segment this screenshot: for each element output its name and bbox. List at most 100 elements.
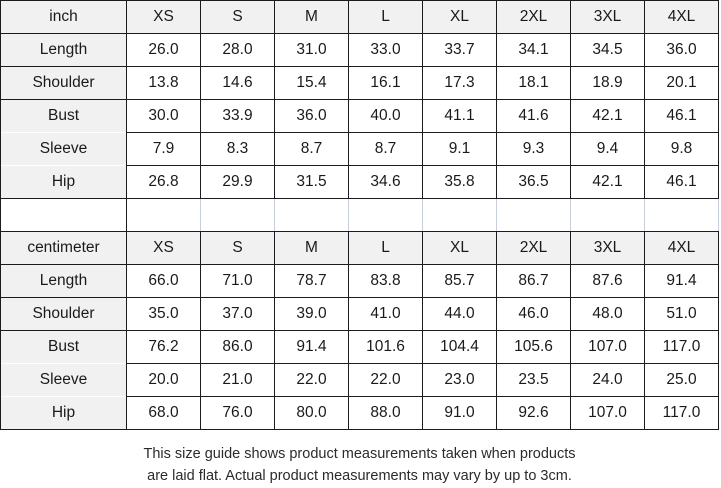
measurement-cell-bust-2xl: 105.6 — [496, 330, 571, 364]
measurement-cell-bust-xs: 30.0 — [126, 99, 201, 133]
measurement-cell-bust-4xl: 117.0 — [644, 330, 719, 364]
measurement-cell-sleeve-m: 22.0 — [274, 363, 349, 397]
measurement-cell-shoulder-xl: 17.3 — [422, 66, 497, 100]
row-label-shoulder: Shoulder — [0, 297, 127, 331]
measurement-cell-bust-l: 40.0 — [348, 99, 423, 133]
measurement-cell-bust-3xl: 107.0 — [570, 330, 645, 364]
size-header-3xl: 3XL — [570, 231, 645, 265]
measurement-cell-sleeve-3xl: 9.4 — [570, 132, 645, 166]
table-spacer-row — [0, 198, 719, 232]
size-header-m: M — [274, 0, 349, 34]
measurement-cell-length-3xl: 34.5 — [570, 33, 645, 67]
measurement-cell-shoulder-m: 15.4 — [274, 66, 349, 100]
measurement-cell-hip-3xl: 42.1 — [570, 165, 645, 199]
spacer-cell — [200, 198, 275, 232]
measurement-cell-hip-xl: 91.0 — [422, 396, 497, 430]
unit-label-cell: centimeter — [0, 231, 127, 265]
measurement-cell-length-s: 28.0 — [200, 33, 275, 67]
measurement-cell-length-xl: 85.7 — [422, 264, 497, 298]
table-header-row: centimeter XS S M L XL 2XL 3XL 4XL — [0, 231, 719, 265]
measurement-cell-hip-l: 34.6 — [348, 165, 423, 199]
size-header-xl: XL — [422, 231, 497, 265]
measurement-cell-hip-4xl: 117.0 — [644, 396, 719, 430]
measurement-cell-hip-m: 80.0 — [274, 396, 349, 430]
measurement-cell-hip-xl: 35.8 — [422, 165, 497, 199]
measurement-row: Length 66.0 71.0 78.7 83.8 85.7 86.7 87.6 91.4 — [0, 264, 719, 298]
measurement-cell-length-m: 31.0 — [274, 33, 349, 67]
measurement-cell-bust-s: 86.0 — [200, 330, 275, 364]
row-label-hip: Hip — [0, 165, 127, 199]
row-label-length: Length — [0, 33, 127, 67]
measurement-cell-hip-s: 29.9 — [200, 165, 275, 199]
size-header-s: S — [200, 0, 275, 34]
measurement-row: Hip 68.0 76.0 80.0 88.0 91.0 92.6 107.0 117.0 — [0, 396, 719, 430]
measurement-cell-length-l: 33.0 — [348, 33, 423, 67]
measurement-cell-shoulder-s: 14.6 — [200, 66, 275, 100]
measurement-cell-sleeve-4xl: 9.8 — [644, 132, 719, 166]
size-header-4xl: 4XL — [644, 231, 719, 265]
measurement-cell-bust-m: 91.4 — [274, 330, 349, 364]
size-header-xl: XL — [422, 0, 497, 34]
spacer-cell — [126, 198, 201, 232]
measurement-row: Hip 26.8 29.9 31.5 34.6 35.8 36.5 42.1 46.1 — [0, 165, 719, 199]
row-label-bust: Bust — [0, 330, 127, 364]
footnote-line-1: This size guide shows product measuremen… — [143, 446, 576, 462]
spacer-cell — [496, 198, 571, 232]
measurement-cell-length-xs: 26.0 — [126, 33, 201, 67]
measurement-cell-sleeve-xs: 7.9 — [126, 132, 201, 166]
measurement-row: Sleeve 7.9 8.3 8.7 8.7 9.1 9.3 9.4 9.8 — [0, 132, 719, 166]
size-header-l: L — [348, 231, 423, 265]
measurement-cell-sleeve-m: 8.7 — [274, 132, 349, 166]
size-header-l: L — [348, 0, 423, 34]
measurement-cell-shoulder-xs: 35.0 — [126, 297, 201, 331]
size-header-3xl: 3XL — [570, 0, 645, 34]
measurement-cell-bust-4xl: 46.1 — [644, 99, 719, 133]
measurement-cell-length-xl: 33.7 — [422, 33, 497, 67]
measurement-cell-shoulder-3xl: 18.9 — [570, 66, 645, 100]
row-label-shoulder: Shoulder — [0, 66, 127, 100]
measurement-cell-hip-xs: 68.0 — [126, 396, 201, 430]
size-header-2xl: 2XL — [496, 231, 571, 265]
measurement-row: Sleeve 20.0 21.0 22.0 22.0 23.0 23.5 24.0 25.0 — [0, 363, 719, 397]
measurement-cell-sleeve-2xl: 9.3 — [496, 132, 571, 166]
size-header-4xl: 4XL — [644, 0, 719, 34]
measurement-cell-sleeve-s: 8.3 — [200, 132, 275, 166]
measurement-cell-sleeve-3xl: 24.0 — [570, 363, 645, 397]
measurement-cell-shoulder-l: 41.0 — [348, 297, 423, 331]
measurement-cell-sleeve-4xl: 25.0 — [644, 363, 719, 397]
measurement-cell-sleeve-s: 21.0 — [200, 363, 275, 397]
measurement-row: Bust 76.2 86.0 91.4 101.6 104.4 105.6 107.0 117.… — [0, 330, 719, 364]
measurement-cell-sleeve-2xl: 23.5 — [496, 363, 571, 397]
measurement-cell-bust-xl: 104.4 — [422, 330, 497, 364]
measurement-row: Shoulder 13.8 14.6 15.4 16.1 17.3 18.1 18.9 20.1 — [0, 66, 719, 100]
measurement-cell-length-2xl: 34.1 — [496, 33, 571, 67]
measurement-cell-bust-m: 36.0 — [274, 99, 349, 133]
measurement-cell-hip-2xl: 92.6 — [496, 396, 571, 430]
measurement-cell-hip-2xl: 36.5 — [496, 165, 571, 199]
measurement-cell-bust-l: 101.6 — [348, 330, 423, 364]
measurement-cell-shoulder-2xl: 18.1 — [496, 66, 571, 100]
measurement-cell-length-m: 78.7 — [274, 264, 349, 298]
size-guide-table: inch XS S M L XL 2XL 3XL 4XL Length 26.0 28.0 31.0 33… — [0, 0, 719, 430]
unit-label-cell: inch — [0, 0, 127, 34]
row-label-sleeve: Sleeve — [0, 132, 127, 166]
measurement-cell-shoulder-3xl: 48.0 — [570, 297, 645, 331]
size-header-2xl: 2XL — [496, 0, 571, 34]
measurement-cell-length-3xl: 87.6 — [570, 264, 645, 298]
measurement-cell-bust-xl: 41.1 — [422, 99, 497, 133]
measurement-cell-shoulder-s: 37.0 — [200, 297, 275, 331]
measurement-cell-shoulder-xs: 13.8 — [126, 66, 201, 100]
spacer-cell — [348, 198, 423, 232]
measurement-cell-length-4xl: 91.4 — [644, 264, 719, 298]
spacer-cell — [274, 198, 349, 232]
measurement-cell-length-2xl: 86.7 — [496, 264, 571, 298]
spacer-cell — [644, 198, 719, 232]
measurement-cell-hip-3xl: 107.0 — [570, 396, 645, 430]
size-header-xs: XS — [126, 231, 201, 265]
measurement-cell-sleeve-xl: 23.0 — [422, 363, 497, 397]
measurement-cell-shoulder-l: 16.1 — [348, 66, 423, 100]
row-label-hip: Hip — [0, 396, 127, 430]
measurement-cell-hip-s: 76.0 — [200, 396, 275, 430]
measurement-cell-shoulder-xl: 44.0 — [422, 297, 497, 331]
